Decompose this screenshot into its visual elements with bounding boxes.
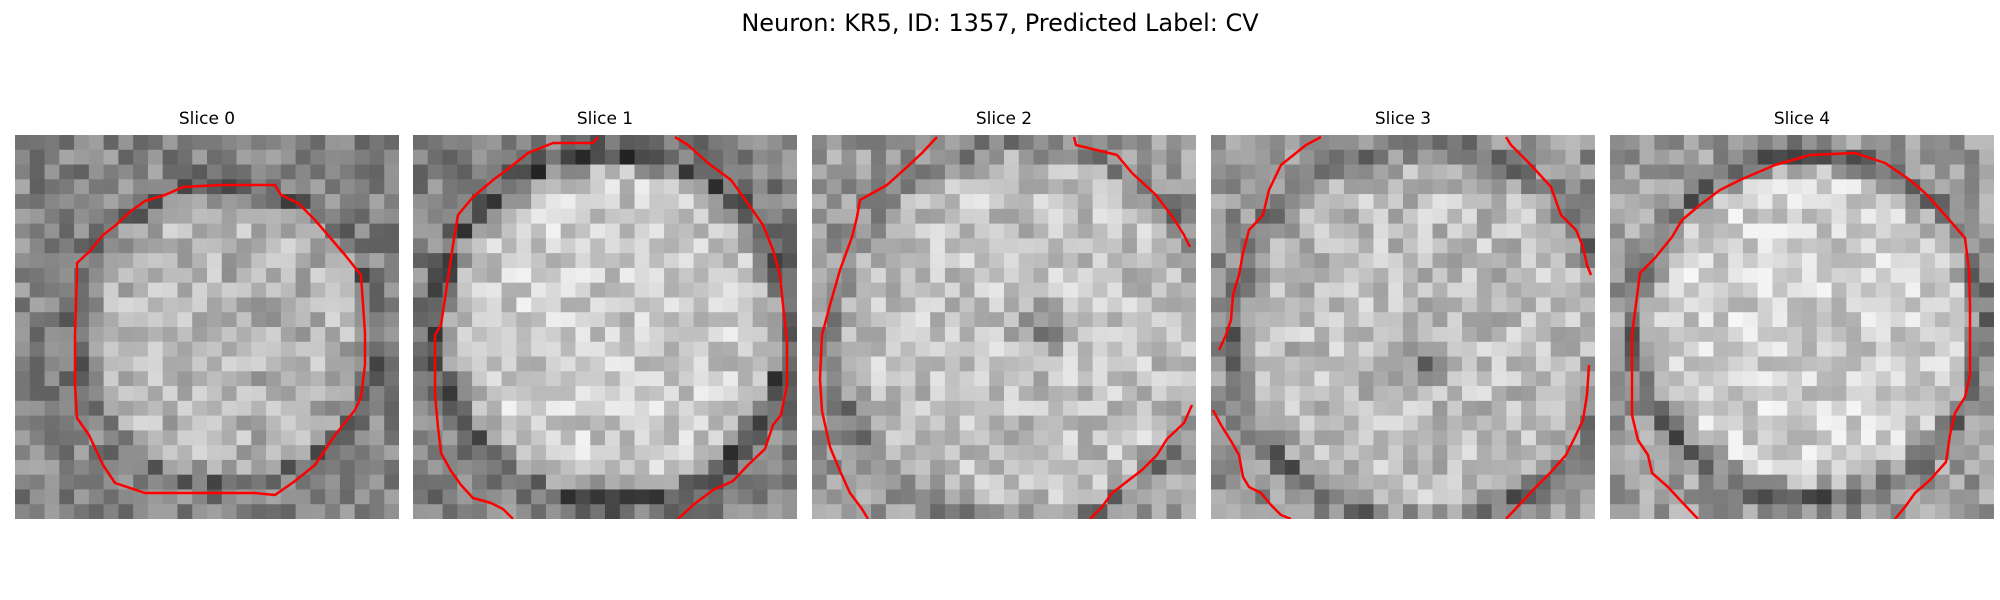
slice-title-1: Slice 1: [576, 109, 634, 129]
slice-image-3: [1211, 135, 1595, 519]
slice-image-4: [1610, 135, 1994, 519]
slice-pixels-1: [413, 135, 797, 519]
figure-title: Neuron: KR5, ID: 1357, Predicted Label: …: [741, 9, 1259, 37]
contour-3a: [1217, 135, 1322, 351]
contour-2c: [1089, 404, 1194, 519]
slice-image-2: [812, 135, 1196, 519]
contour-0: [73, 183, 367, 497]
slice-pixels-4: [1610, 135, 1994, 519]
slice-panel-2: Slice 2: [812, 108, 1196, 519]
contour-4: [1630, 151, 1972, 519]
slice-panel-4: Slice 4: [1610, 108, 1994, 519]
contour-3b: [1211, 409, 1292, 519]
slice-title-2: Slice 2: [975, 109, 1033, 129]
slice-pixels-2: [812, 135, 1196, 519]
contour-1a: [433, 136, 599, 519]
contour-2a: [818, 136, 938, 519]
slice-image-1: [413, 135, 797, 519]
contour-2b: [1072, 136, 1192, 248]
slice-title-0: Slice 0: [178, 109, 236, 129]
slice-title-3: Slice 3: [1374, 109, 1432, 129]
slice-panel-0: Slice 0: [15, 108, 399, 519]
slice-pixels-0: [15, 135, 399, 519]
contour-1b: [674, 135, 789, 519]
contour-3d: [1505, 364, 1591, 519]
slice-image-0: [15, 135, 399, 519]
slice-title-4: Slice 4: [1773, 109, 1831, 129]
contour-3c: [1504, 136, 1593, 276]
slice-panel-3: Slice 3: [1211, 108, 1595, 519]
slice-panel-1: Slice 1: [413, 108, 797, 519]
